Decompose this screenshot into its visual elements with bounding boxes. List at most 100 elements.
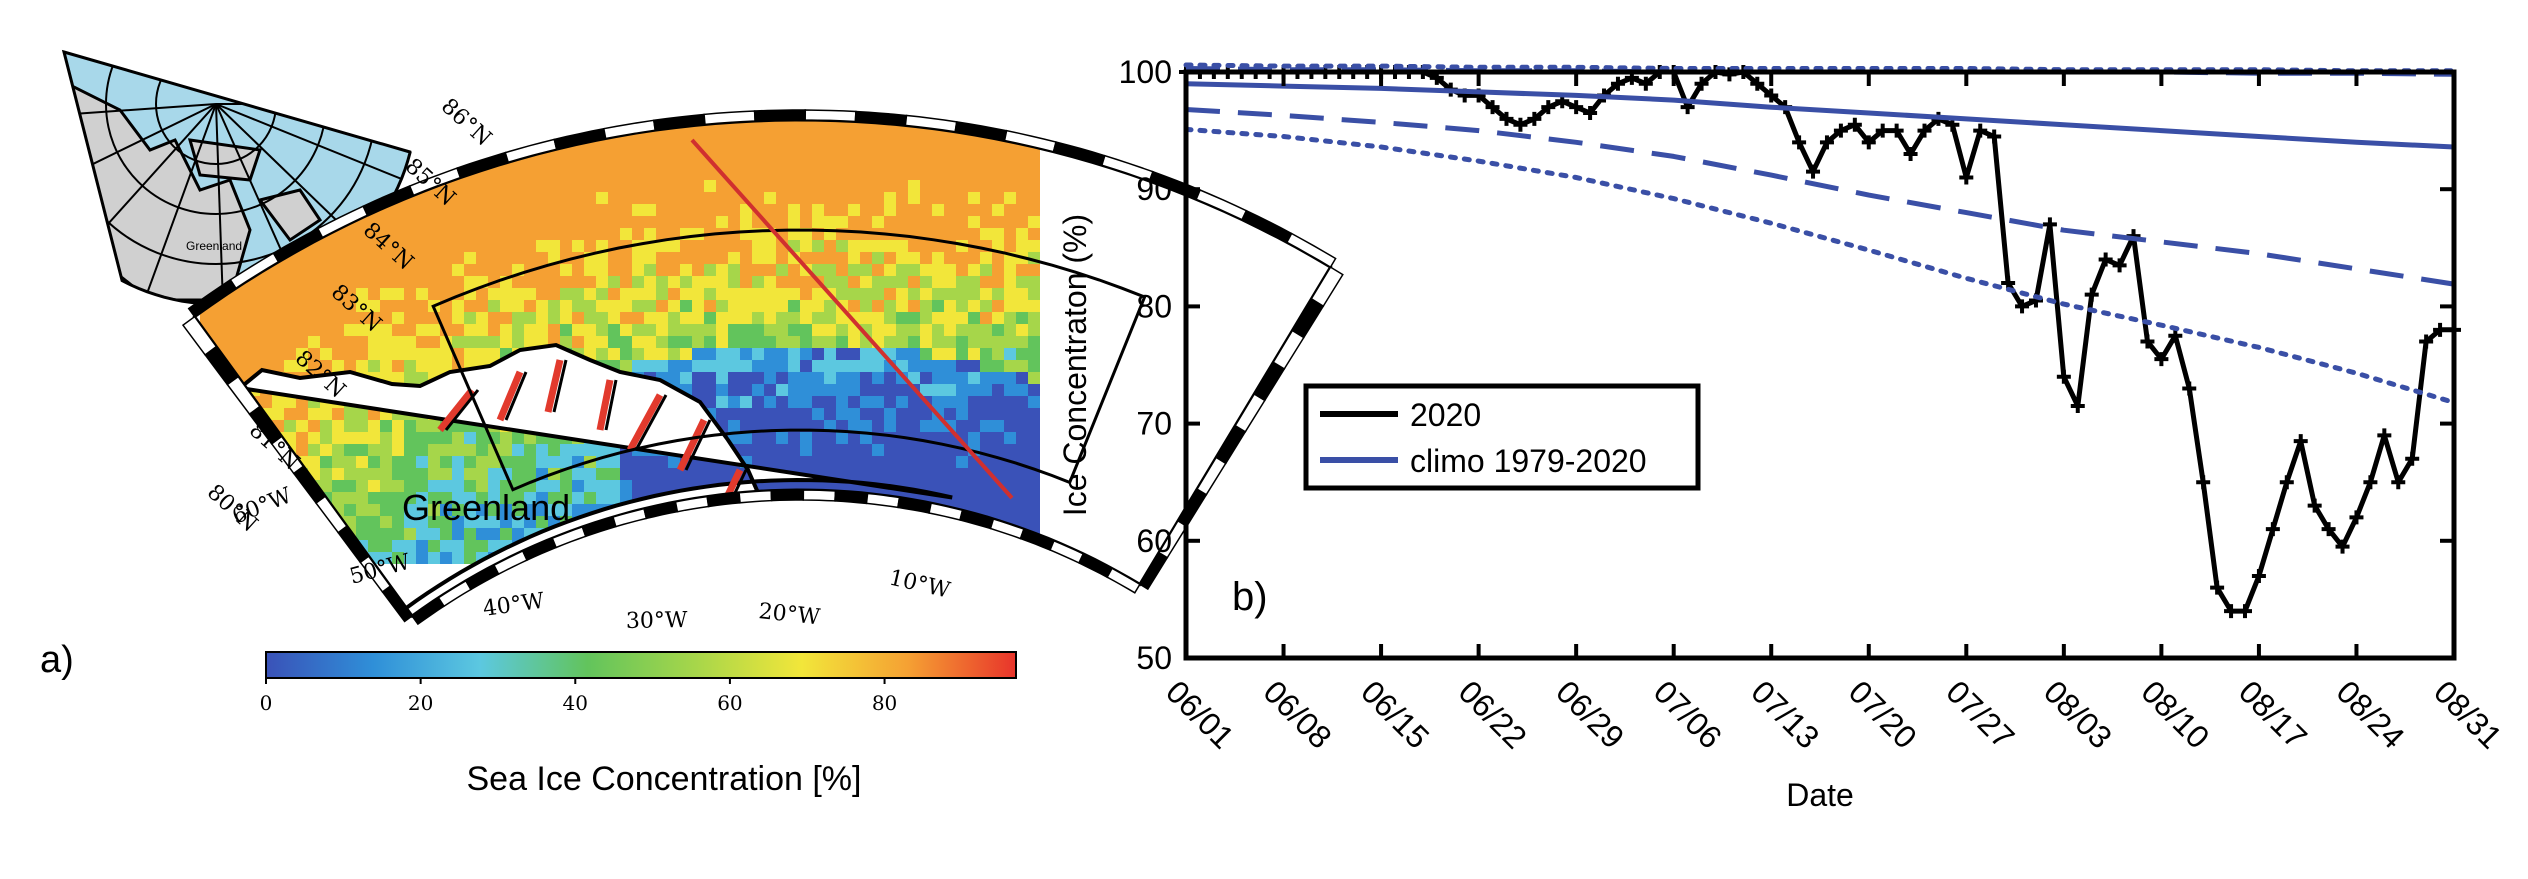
ice-cell bbox=[800, 408, 812, 420]
series-point-2020 bbox=[2307, 498, 2322, 513]
ice-cell bbox=[536, 108, 548, 120]
ice-cell bbox=[932, 264, 944, 276]
ice-cell bbox=[680, 372, 692, 384]
ice-cell bbox=[908, 540, 920, 552]
ice-cell bbox=[344, 276, 356, 288]
ice-cell bbox=[404, 72, 416, 84]
ice-cell bbox=[572, 84, 584, 96]
series-line-0 bbox=[1186, 69, 2454, 614]
ice-cell bbox=[212, 432, 224, 444]
ice-cell bbox=[704, 516, 716, 528]
ice-cell bbox=[884, 396, 896, 408]
ice-cell bbox=[548, 300, 560, 312]
ice-cell bbox=[608, 300, 620, 312]
ice-cell bbox=[524, 504, 536, 516]
ice-cell bbox=[656, 180, 668, 192]
ice-cell bbox=[896, 516, 908, 528]
ice-cell bbox=[860, 348, 872, 360]
ice-cell bbox=[824, 360, 836, 372]
ice-cell bbox=[464, 276, 476, 288]
ice-cell bbox=[512, 228, 524, 240]
ice-cell bbox=[260, 336, 272, 348]
ice-cell bbox=[344, 228, 356, 240]
ice-cell bbox=[428, 420, 440, 432]
ice-cell bbox=[956, 468, 968, 480]
ice-cell bbox=[608, 228, 620, 240]
ice-cell bbox=[872, 168, 884, 180]
ice-cell bbox=[236, 336, 248, 348]
ice-cell bbox=[428, 540, 440, 552]
ice-cell bbox=[368, 360, 380, 372]
ice-cell bbox=[596, 108, 608, 120]
ice-cell bbox=[560, 480, 572, 492]
ice-cell bbox=[476, 228, 488, 240]
ice-cell bbox=[932, 552, 944, 564]
ice-cell bbox=[920, 540, 932, 552]
ice-cell bbox=[704, 540, 716, 552]
ice-cell bbox=[356, 300, 368, 312]
ice-cell bbox=[764, 180, 776, 192]
ice-cell bbox=[248, 72, 260, 84]
ice-cell bbox=[740, 348, 752, 360]
ice-cell bbox=[752, 192, 764, 204]
ice-cell bbox=[224, 84, 236, 96]
ice-cell bbox=[392, 456, 404, 468]
ice-cell bbox=[1016, 540, 1028, 552]
ice-cell bbox=[680, 60, 692, 72]
ice-cell bbox=[1028, 216, 1040, 228]
ice-cell bbox=[284, 516, 296, 528]
ice-cell bbox=[416, 204, 428, 216]
ice-cell bbox=[428, 348, 440, 360]
ice-cell bbox=[632, 144, 644, 156]
ice-cell bbox=[488, 516, 500, 528]
ice-cell bbox=[320, 468, 332, 480]
ice-cell bbox=[476, 240, 488, 252]
ice-cell bbox=[800, 336, 812, 348]
ice-cell bbox=[680, 300, 692, 312]
ice-cell bbox=[812, 324, 824, 336]
ice-cell bbox=[1016, 480, 1028, 492]
ice-cell bbox=[1016, 348, 1028, 360]
ice-cell bbox=[656, 144, 668, 156]
ice-cell bbox=[932, 420, 944, 432]
ice-cell bbox=[200, 72, 212, 84]
ice-cell bbox=[500, 204, 512, 216]
ice-cell bbox=[440, 492, 452, 504]
ice-cell bbox=[812, 360, 824, 372]
ice-cell bbox=[824, 120, 836, 132]
ice-cell bbox=[644, 156, 656, 168]
ice-cell bbox=[308, 312, 320, 324]
ice-cell bbox=[740, 288, 752, 300]
plot-series bbox=[1179, 62, 2461, 619]
ice-cell bbox=[956, 528, 968, 540]
ice-cell bbox=[392, 252, 404, 264]
ice-cell bbox=[308, 108, 320, 120]
ice-cell bbox=[728, 60, 740, 72]
ice-cell bbox=[716, 528, 728, 540]
ice-cell bbox=[536, 60, 548, 72]
ice-cell bbox=[872, 288, 884, 300]
ice-cell bbox=[212, 516, 224, 528]
ice-cell bbox=[932, 528, 944, 540]
ice-cell bbox=[512, 216, 524, 228]
ice-cell bbox=[308, 288, 320, 300]
series-point-2020 bbox=[2391, 475, 2406, 490]
ice-cell bbox=[752, 372, 764, 384]
longitude-label: 40°W bbox=[481, 589, 546, 622]
ice-cell bbox=[488, 72, 500, 84]
ice-cell bbox=[848, 288, 860, 300]
ice-cell bbox=[716, 552, 728, 564]
ice-cell bbox=[908, 168, 920, 180]
ice-cell bbox=[896, 216, 908, 228]
ice-cell bbox=[416, 540, 428, 552]
ice-cell bbox=[1004, 180, 1016, 192]
ice-cell bbox=[692, 312, 704, 324]
ice-cell bbox=[644, 312, 656, 324]
ice-cell bbox=[248, 540, 260, 552]
ice-cell bbox=[488, 264, 500, 276]
ice-cell bbox=[392, 372, 404, 384]
colorbar-label: Sea Ice Concentration [%] bbox=[466, 760, 861, 798]
ice-cell bbox=[584, 96, 596, 108]
ice-cell bbox=[632, 72, 644, 84]
ice-cell bbox=[584, 144, 596, 156]
